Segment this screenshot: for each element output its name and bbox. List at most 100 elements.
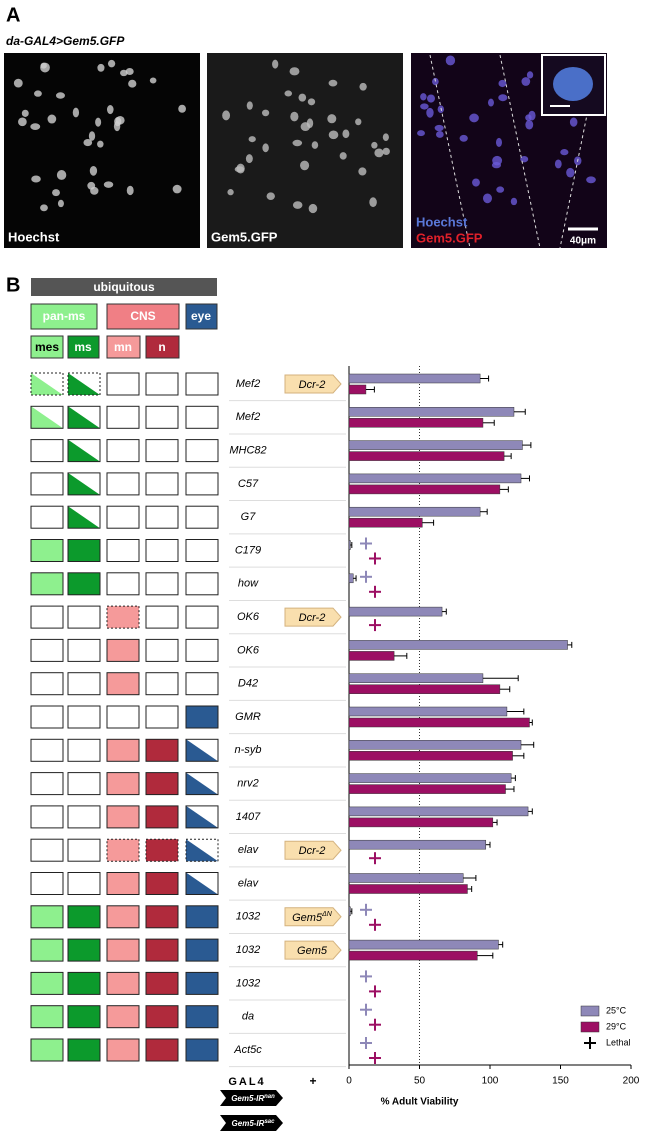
lethal-marker xyxy=(369,1018,381,1031)
cell xyxy=(145,572,179,596)
nucleus xyxy=(459,134,468,142)
cell-fill xyxy=(107,739,139,762)
lethal-marker xyxy=(369,918,381,931)
cell xyxy=(67,705,101,729)
cell-fill xyxy=(186,839,218,862)
lethal-marker xyxy=(369,985,381,998)
cell xyxy=(30,605,64,629)
cell-fill xyxy=(31,905,63,928)
y-tick-label: GMR xyxy=(235,711,261,723)
cell-fill xyxy=(68,1039,100,1061)
nucleus xyxy=(289,67,300,76)
error-bar xyxy=(480,375,490,382)
nucleus xyxy=(417,130,425,137)
nucleus xyxy=(382,133,389,141)
lethal-marker xyxy=(369,1052,381,1064)
cell xyxy=(145,872,179,895)
lethal-marker xyxy=(360,970,372,983)
cell-fill xyxy=(107,872,139,895)
error-bar xyxy=(467,886,473,892)
error-bar xyxy=(350,908,353,915)
cell xyxy=(185,805,219,829)
error-bar xyxy=(521,741,535,748)
cell xyxy=(67,505,101,529)
x-tick-label: 200 xyxy=(623,1076,640,1087)
cell xyxy=(30,405,64,429)
error-bar xyxy=(482,675,519,682)
nucleus xyxy=(88,131,96,141)
cell xyxy=(185,372,219,396)
cell-fill xyxy=(107,905,139,928)
bar xyxy=(348,740,522,750)
transgene-tag xyxy=(284,607,342,627)
nucleus xyxy=(107,59,116,68)
cell xyxy=(145,638,179,662)
error-bar xyxy=(492,819,498,826)
bar xyxy=(348,884,468,894)
group-label: eye xyxy=(191,309,211,323)
nucleus xyxy=(526,71,534,79)
lethal-marker xyxy=(369,585,381,598)
cell-fill xyxy=(107,972,139,995)
transgene-label: Dcr-2 xyxy=(299,845,326,857)
lethal-marker xyxy=(360,903,372,916)
cell xyxy=(145,1005,179,1029)
nucleus xyxy=(55,92,65,99)
error-bar xyxy=(480,508,488,515)
cell xyxy=(67,971,101,995)
cell xyxy=(145,705,179,729)
cell xyxy=(145,605,179,629)
nucleus xyxy=(374,148,384,158)
nucleus xyxy=(369,197,377,208)
error-bar xyxy=(365,386,375,393)
group-box xyxy=(185,303,218,330)
x-tick-label: 150 xyxy=(552,1076,569,1087)
cell-fill xyxy=(68,406,100,429)
nucleus xyxy=(90,186,99,195)
cell-fill xyxy=(31,572,63,595)
nucleus xyxy=(495,137,503,147)
error-bar xyxy=(353,575,357,582)
nucleus xyxy=(227,189,234,196)
nucleus xyxy=(560,149,569,156)
cell xyxy=(106,971,140,995)
nucleus xyxy=(40,204,48,212)
nucleus xyxy=(359,82,367,91)
lethal-marker xyxy=(360,537,372,550)
nucleus xyxy=(496,186,505,193)
nucleus xyxy=(308,203,318,214)
cell xyxy=(30,472,64,496)
cell xyxy=(30,439,64,463)
nucleus xyxy=(126,185,134,196)
bar xyxy=(348,484,501,495)
y-tick-label: elav xyxy=(238,844,260,856)
lethal-marker xyxy=(360,570,372,583)
cell-fill xyxy=(31,539,63,562)
error-bar xyxy=(394,652,408,659)
legend-label: 29°C xyxy=(606,1021,627,1031)
cell xyxy=(145,971,179,995)
bar xyxy=(348,773,512,783)
cell xyxy=(185,772,219,796)
bar xyxy=(348,817,494,828)
cell-fill xyxy=(68,1005,100,1028)
error-bar xyxy=(511,775,516,782)
nucleus xyxy=(56,170,67,180)
y-tick-label: G7 xyxy=(241,511,257,523)
cell-fill xyxy=(107,639,139,662)
legend-swatch xyxy=(580,1005,600,1017)
nucleus xyxy=(358,167,367,176)
cell-fill xyxy=(68,439,100,462)
cell-fill xyxy=(107,606,139,629)
cell xyxy=(106,1005,140,1029)
error-bar xyxy=(567,641,573,648)
cell xyxy=(145,539,179,562)
lethal-marker xyxy=(360,1003,372,1016)
nucleus xyxy=(246,101,253,110)
transgene-tag xyxy=(284,940,342,960)
cell-fill xyxy=(146,939,178,962)
cell xyxy=(145,439,179,463)
cell-fill xyxy=(186,1039,218,1061)
nucleus xyxy=(420,103,429,110)
bar xyxy=(348,407,515,417)
